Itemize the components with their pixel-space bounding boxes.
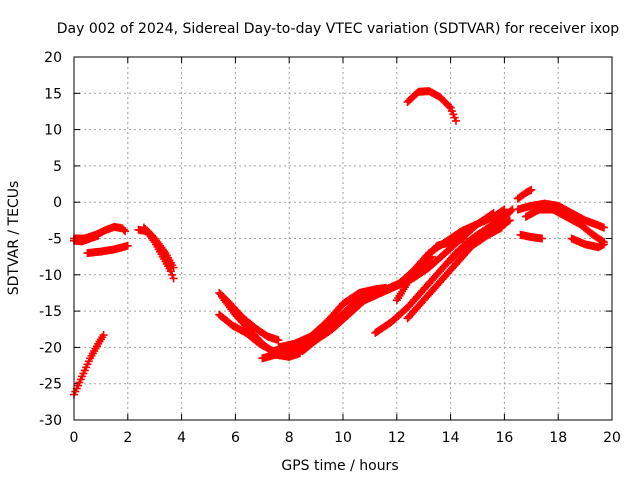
- data-point: [500, 205, 509, 214]
- data-point: [99, 331, 108, 340]
- data-point: [451, 116, 460, 125]
- chart-title: Day 002 of 2024, Sidereal Day-to-day VTE…: [57, 21, 620, 37]
- series-s17: [446, 216, 514, 265]
- data-point: [121, 227, 130, 236]
- x-tick-label: 16: [495, 430, 513, 446]
- data-point: [169, 274, 178, 283]
- y-tick-label: -10: [39, 268, 62, 284]
- x-tick-label: 12: [388, 430, 406, 446]
- y-tick-label: -5: [48, 232, 62, 248]
- series-s5: [134, 225, 178, 283]
- series-s3: [70, 231, 103, 246]
- data-point: [504, 217, 513, 226]
- data-point: [274, 336, 283, 345]
- series-s18: [403, 87, 460, 125]
- y-tick-label: 10: [44, 123, 62, 139]
- data-point: [123, 241, 132, 250]
- series-s6: [139, 223, 178, 272]
- series-s23: [567, 234, 608, 252]
- data-point: [499, 206, 508, 215]
- series-s21: [513, 199, 608, 232]
- series-s1: [70, 331, 108, 399]
- y-tick-label: 15: [44, 86, 62, 102]
- data-point: [505, 216, 514, 225]
- y-tick-label: 20: [44, 50, 62, 66]
- x-tick-label: 2: [123, 430, 132, 446]
- x-axis-label: GPS time / hours: [281, 458, 398, 474]
- data-point: [538, 234, 547, 243]
- y-tick-label: 5: [53, 159, 62, 175]
- data-point: [94, 231, 103, 240]
- data-point: [445, 102, 454, 111]
- y-tick-label: 0: [53, 195, 62, 211]
- x-tick-label: 18: [549, 430, 567, 446]
- x-tick-label: 4: [177, 430, 186, 446]
- x-tick-label: 8: [285, 430, 294, 446]
- data-points: [70, 87, 608, 399]
- x-tick-label: 0: [70, 430, 79, 446]
- data-point: [527, 185, 536, 194]
- data-point: [489, 209, 498, 218]
- x-tick-label: 6: [231, 430, 240, 446]
- y-tick-label: -25: [39, 377, 62, 393]
- series-s20: [516, 230, 547, 243]
- x-tick-label: 14: [442, 430, 460, 446]
- data-point: [119, 225, 128, 234]
- series-s19: [513, 185, 536, 203]
- series-s11: [274, 283, 391, 352]
- data-point: [168, 270, 177, 279]
- y-tick-label: -20: [39, 340, 62, 356]
- tick-labels: 0 2 4 6 8 10 12 14 16 18 20 -30 -25 -20 -15 -10 -5 0 5 10 15…: [39, 50, 621, 446]
- y-axis-label: SDTVAR / TECUs: [6, 181, 22, 296]
- series-s4: [83, 241, 132, 258]
- series-s16: [392, 234, 469, 305]
- x-tick-label: 20: [603, 430, 621, 446]
- y-tick-label: -15: [39, 304, 62, 320]
- data-point: [488, 209, 497, 218]
- data-point: [599, 223, 608, 232]
- plot-frame: [73, 56, 613, 421]
- x-tick-label: 10: [334, 430, 352, 446]
- y-tick-label: -30: [39, 413, 62, 429]
- data-point: [460, 234, 469, 243]
- data-point: [160, 247, 169, 256]
- data-point: [599, 240, 608, 249]
- data-point: [169, 263, 178, 272]
- data-point: [507, 206, 516, 215]
